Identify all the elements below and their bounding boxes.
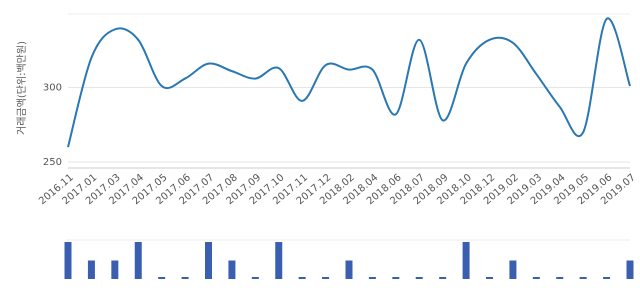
- volume-bar: [275, 242, 283, 279]
- volume-bar: [603, 277, 611, 279]
- volume-bar: [322, 277, 330, 279]
- volume-bar: [486, 277, 493, 279]
- y-tick-label: 250: [43, 157, 62, 168]
- volume-bar: [509, 260, 517, 279]
- volume-bar: [579, 277, 587, 279]
- volume-bar: [368, 277, 376, 279]
- volume-bar: [228, 260, 236, 279]
- volume-bar: [111, 260, 119, 279]
- volume-bar: [298, 277, 306, 279]
- volume-bar: [181, 277, 189, 279]
- y-axis-label: 거래금액(단위:백만원): [15, 41, 28, 135]
- volume-bar: [345, 260, 353, 279]
- volume-bar: [462, 242, 470, 279]
- volume-bar: [87, 260, 95, 279]
- volume-bar: [251, 277, 259, 279]
- volume-bar: [64, 242, 72, 279]
- volume-bar: [439, 277, 447, 279]
- price-line: [67, 17, 631, 148]
- y-tick-label: 300: [43, 83, 62, 94]
- volume-bar: [205, 242, 212, 279]
- volume-bar: [626, 260, 634, 279]
- volume-bar: [392, 277, 400, 279]
- volume-bar: [415, 277, 423, 279]
- volume-bar: [158, 277, 166, 279]
- volume-bar: [532, 277, 540, 279]
- volume-bar: [134, 242, 142, 279]
- volume-bar: [556, 277, 564, 279]
